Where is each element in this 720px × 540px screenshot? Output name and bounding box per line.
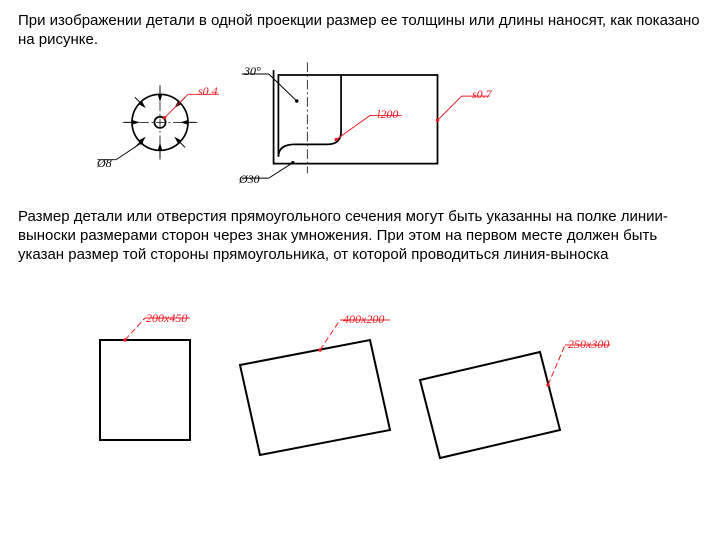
figure-circle: s0.4 Ø8 <box>90 62 230 192</box>
circle-svg <box>90 62 230 192</box>
rects-svg <box>90 310 630 480</box>
label-diam8: Ø8 <box>97 156 112 171</box>
label-200x450: 200x450 <box>146 311 187 326</box>
label-400x200: 400x200 <box>343 312 384 327</box>
paragraph-1: При изображении детали в одной проекции … <box>18 12 702 50</box>
label-s04: s0.4 <box>198 84 218 99</box>
profile-svg <box>235 60 505 195</box>
paragraph-2: Размер детали или отверстия прямоугольно… <box>18 208 702 264</box>
label-30deg: 30° <box>244 64 261 79</box>
label-s07: s0.7 <box>472 87 492 102</box>
figure-profile: 30° l200 s0.7 Ø30 <box>235 60 505 195</box>
figure-rectangles: 200x450 400x200 250x300 <box>90 310 630 480</box>
label-l200: l200 <box>377 107 398 122</box>
label-250x300: 250x300 <box>568 337 609 352</box>
label-diam30: Ø30 <box>239 172 260 187</box>
